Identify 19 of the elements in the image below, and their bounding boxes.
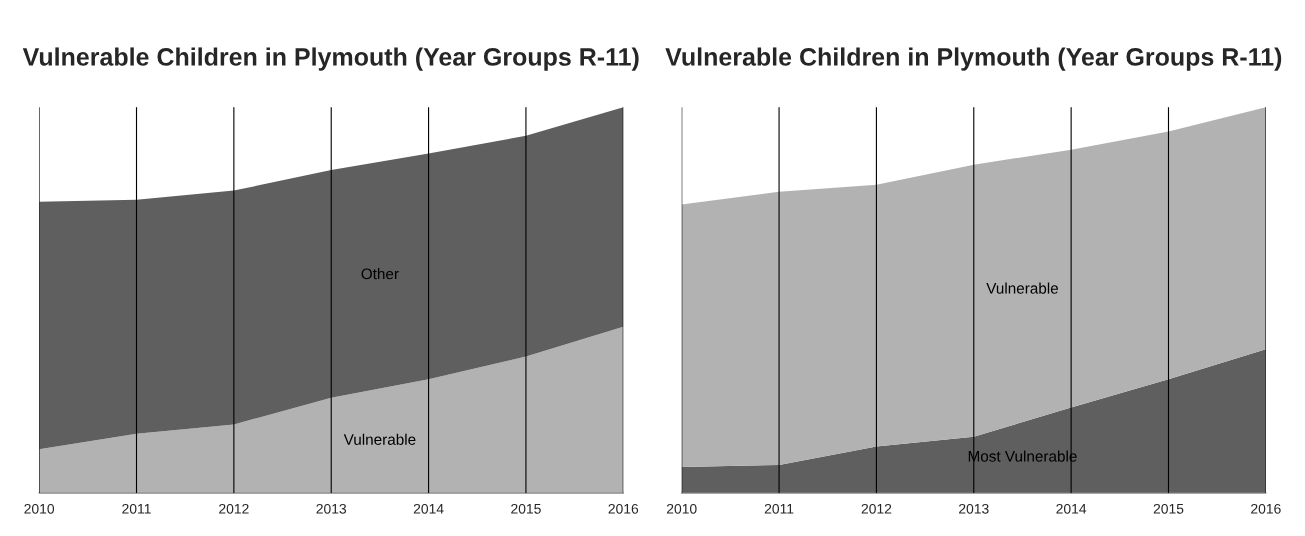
x-tick-label: 2015 [1153,503,1184,514]
x-tick-label: 2010 [666,503,697,514]
chart-title: Vulnerable Children in Plymouth (Year Groups R-11) [665,47,1282,71]
x-tick-label: 2012 [861,503,892,514]
series-label: Other [361,268,399,280]
series-label: Vulnerable [343,433,416,445]
series-label: Vulnerable [986,282,1059,294]
x-tick-label: 2013 [959,503,989,514]
x-tick-label: 2011 [764,503,794,514]
x-tick-label: 2011 [122,503,151,514]
chart-title: Vulnerable Children in Plymouth (Year Groups R-11) [22,47,639,71]
x-tick-label: 2014 [1056,503,1087,514]
x-tick-label: 2012 [219,503,249,514]
x-tick-label: 2013 [316,503,347,514]
x-tick-label: 2015 [511,503,541,514]
x-tick-label: 2010 [24,503,55,514]
x-tick-label: 2016 [1251,503,1281,514]
x-tick-label: 2014 [413,503,444,514]
x-tick-label: 2016 [608,503,639,514]
